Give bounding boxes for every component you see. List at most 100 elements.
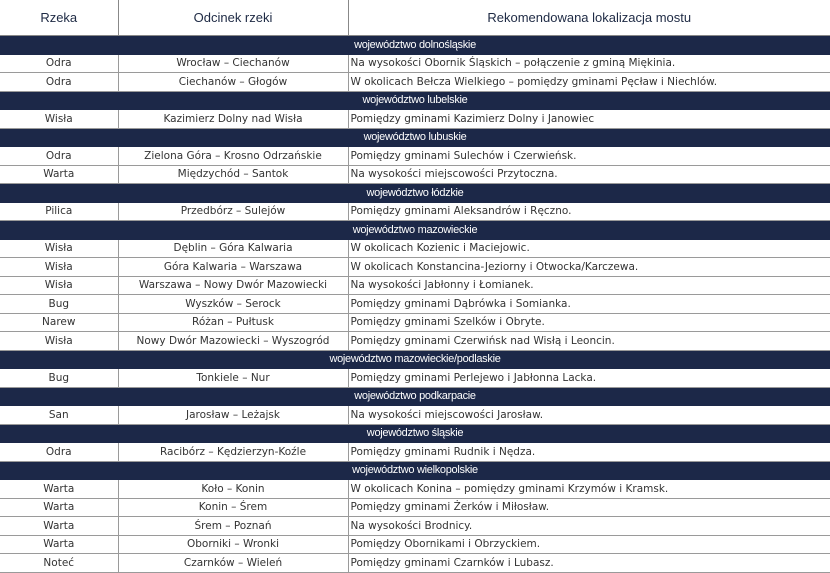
section-row: województwo mazowieckie	[0, 220, 830, 240]
river-cell: Warta	[0, 534, 119, 554]
river-cell: Warta	[0, 479, 119, 499]
table-row: Odra Racibórz – Kędzierzyn-Koźle Pomiędzy …	[0, 442, 830, 462]
header-row: Rzeka Odcinek rzeki Rekomendowana lokali…	[0, 0, 830, 36]
river-cell: Odra	[0, 53, 119, 73]
river-cell: Bug	[0, 368, 119, 388]
location-cell: Pomiędzy Obornikami i Obrzyckiem.	[347, 534, 830, 554]
table-row: Narew Różan – Pułtusk Pomiędzy gminami Sze…	[0, 312, 830, 332]
table-row: Odra Wrocław – Ciechanów Na wysokości Obor…	[0, 53, 830, 73]
river-section-cell: Wyszków – Serock	[117, 294, 349, 314]
river-section-cell: Warszawa – Nowy Dwór Mazowiecki	[117, 275, 349, 295]
location-cell: Pomiędzy gminami Sulechów i Czerwieńsk.	[347, 146, 830, 166]
river-cell: Wisła	[0, 238, 119, 258]
river-cell: Odra	[0, 72, 119, 92]
location-cell: W okolicach Kozienic i Maciejowic.	[347, 238, 830, 258]
section-title: województwo wielkopolskie	[0, 460, 830, 480]
section-title: województwo dolnośląskie	[0, 35, 830, 55]
river-section-cell: Przedbórz – Sulejów	[117, 201, 349, 221]
location-cell: Na wysokości miejscowości Przytoczna.	[347, 164, 830, 184]
location-cell: Pomiędzy gminami Dąbrówka i Somianka.	[347, 294, 830, 314]
section-row: województwo lubelskie	[0, 90, 830, 110]
section-title: województwo śląskie	[0, 423, 830, 443]
river-section-cell: Dęblin – Góra Kalwaria	[117, 238, 349, 258]
table-row: Wisła Dęblin – Góra Kalwaria W okolicach K…	[0, 238, 830, 258]
river-section-cell: Czarnków – Wieleń	[117, 553, 349, 573]
location-cell: Na wysokości miejscowości Jarosław.	[347, 405, 830, 425]
location-cell: Pomiędzy gminami Czarnków i Lubasz.	[347, 553, 830, 573]
table-row: Wisła Kazimierz Dolny nad Wisła Pomiędzy g…	[0, 109, 830, 129]
river-section-cell: Kazimierz Dolny nad Wisła	[117, 109, 349, 129]
river-section-cell: Jarosław – Leżajsk	[117, 405, 349, 425]
table-row: Warta Konin – Śrem Pomiędzy gminami Żerków…	[0, 497, 830, 517]
river-section-cell: Wrocław – Ciechanów	[117, 53, 349, 73]
river-cell: Noteć	[0, 553, 119, 573]
section-title: województwo lubuskie	[0, 127, 830, 147]
table-row: Warta Międzychód – Santok Na wysokości mie…	[0, 164, 830, 184]
section-row: województwo śląskie	[0, 423, 830, 443]
table-row: Wisła Góra Kalwaria – Warszawa W okolicach…	[0, 257, 830, 277]
river-cell: Wisła	[0, 109, 119, 129]
header-river: Rzeka	[0, 0, 119, 36]
location-cell: Pomiędzy gminami Perlejewo i Jabłonna La…	[347, 368, 830, 388]
location-cell: Na wysokości Obornik Śląskich – połączen…	[347, 53, 830, 73]
section-title: województwo lubelskie	[0, 90, 830, 110]
river-section-cell: Śrem – Poznań	[117, 516, 349, 536]
table-row: Warta Śrem – Poznań Na wysokości Brodnicy.	[0, 516, 830, 536]
table-row: Bug Wyszków – Serock Pomiędzy gminami Dąbr…	[0, 294, 830, 314]
location-cell: W okolicach Bełcza Wielkiego – pomiędzy …	[347, 72, 830, 92]
section-title: województwo mazowieckie	[0, 220, 830, 240]
river-section-cell: Międzychód – Santok	[117, 164, 349, 184]
location-cell: Pomiędzy gminami Kazimierz Dolny i Janow…	[347, 109, 830, 129]
table-row: Odra Ciechanów – Głogów W okolicach Bełcza…	[0, 72, 830, 92]
river-section-cell: Tonkiele – Nur	[117, 368, 349, 388]
location-cell: W okolicach Konstancina-Jeziorny i Otwoc…	[347, 257, 830, 277]
river-cell: Warta	[0, 516, 119, 536]
river-cell: Odra	[0, 442, 119, 462]
river-cell: San	[0, 405, 119, 425]
location-cell: Pomiędzy gminami Szelków i Obryte.	[347, 312, 830, 332]
location-cell: Na wysokości Brodnicy.	[347, 516, 830, 536]
location-cell: W okolicach Konina – pomiędzy gminami Kr…	[347, 479, 830, 499]
table-row: Wisła Nowy Dwór Mazowiecki – Wyszogród Pom…	[0, 331, 830, 351]
river-section-cell: Oborniki – Wronki	[117, 534, 349, 554]
section-row: województwo lubuskie	[0, 127, 830, 147]
table-row: San Jarosław – Leżajsk Na wysokości miejsc…	[0, 405, 830, 425]
river-cell: Wisła	[0, 275, 119, 295]
river-section-cell: Góra Kalwaria – Warszawa	[117, 257, 349, 277]
location-cell: Pomiędzy gminami Czerwińsk nad Wisłą i L…	[347, 331, 830, 351]
river-cell: Wisła	[0, 257, 119, 277]
table-row: Warta Oborniki – Wronki Pomiędzy Obornikam…	[0, 534, 830, 554]
river-cell: Warta	[0, 164, 119, 184]
header-location: Rekomendowana lokalizacja mostu	[347, 0, 830, 36]
river-section-cell: Racibórz – Kędzierzyn-Koźle	[117, 442, 349, 462]
location-cell: Pomiędzy gminami Żerków i Miłosław.	[347, 497, 830, 517]
river-cell: Wisła	[0, 331, 119, 351]
table-row: Noteć Czarnków – Wieleń Pomiędzy gminami C…	[0, 553, 830, 573]
location-cell: Pomiędzy gminami Aleksandrów i Ręczno.	[347, 201, 830, 221]
river-section-cell: Koło – Konin	[117, 479, 349, 499]
section-title: województwo mazowieckie/podlaskie	[0, 349, 830, 369]
table-row: Warta Koło – Konin W okolicach Konina – po…	[0, 479, 830, 499]
river-section-cell: Ciechanów – Głogów	[117, 72, 349, 92]
table-row: Odra Zielona Góra – Krosno Odrzańskie Pomi…	[0, 146, 830, 166]
river-section-cell: Nowy Dwór Mazowiecki – Wyszogród	[117, 331, 349, 351]
river-cell: Pilica	[0, 201, 119, 221]
section-title: województwo łódzkie	[0, 183, 830, 203]
location-cell: Pomiędzy gminami Rudnik i Nędza.	[347, 442, 830, 462]
location-cell: Na wysokości Jabłonny i Łomianek.	[347, 275, 830, 295]
table-row: Bug Tonkiele – Nur Pomiędzy gminami Perlej…	[0, 368, 830, 388]
river-cell: Warta	[0, 497, 119, 517]
river-cell: Odra	[0, 146, 119, 166]
river-cell: Bug	[0, 294, 119, 314]
river-section-cell: Zielona Góra – Krosno Odrzańskie	[117, 146, 349, 166]
header-section: Odcinek rzeki	[117, 0, 349, 36]
river-section-cell: Konin – Śrem	[117, 497, 349, 517]
section-row: województwo dolnośląskie	[0, 35, 830, 55]
table-row: Wisła Warszawa – Nowy Dwór Mazowiecki Na w…	[0, 275, 830, 295]
section-title: województwo podkarpacie	[0, 386, 830, 406]
section-row: województwo mazowieckie/podlaskie	[0, 349, 830, 369]
section-row: województwo podkarpacie	[0, 386, 830, 406]
section-row: województwo łódzkie	[0, 183, 830, 203]
river-cell: Narew	[0, 312, 119, 332]
